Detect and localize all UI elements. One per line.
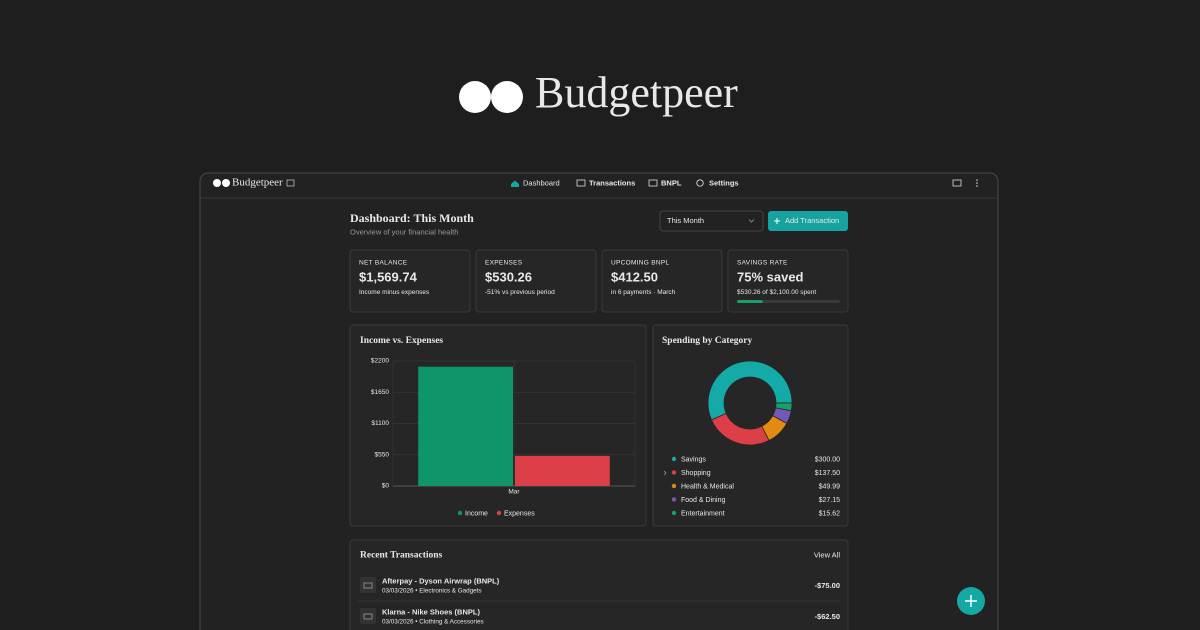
nav-icon [648, 179, 658, 187]
stat-cards: NET BALANCE $1,569.74 Income minus expense… [349, 249, 849, 313]
panel [349, 539, 849, 630]
chart-title: Income vs. Expenses [360, 336, 443, 346]
transaction-amount: -$62.50 [815, 612, 840, 621]
menu-icon[interactable] [976, 179, 978, 187]
transaction-name[interactable]: Afterpay - Dyson Airwrap (BNPL) [382, 576, 500, 585]
period-select-label: This Month [667, 216, 704, 225]
y-tick-label: $1100 [371, 420, 389, 427]
donut-segment[interactable] [707, 360, 793, 421]
home-icon [511, 180, 519, 187]
stat-value: 75% saved [737, 269, 804, 284]
stat-card [475, 249, 597, 313]
transaction-name[interactable]: Klarna - Nike Shoes (BNPL) [382, 607, 480, 616]
transaction-list: Afterpay - Dyson Airwrap (BNPL) 03/03/202… [358, 576, 840, 626]
bar [515, 455, 610, 486]
stat-note: $530.26 of $2,100.00 spent [737, 289, 816, 296]
legend-swatch [671, 456, 677, 462]
y-tick-label: $0 [382, 483, 390, 490]
bar-chart: $0 $550 $1100 $1650 $2200 Mar Income Expenses [371, 358, 636, 517]
display-icon[interactable] [952, 179, 962, 187]
chart-title: Spending by Category [662, 336, 753, 346]
transaction-meta: 03/03/2026 • Electronics & Gadgets [382, 588, 482, 595]
stat-note: -51% vs previous period [485, 289, 555, 296]
legend-swatch [671, 483, 677, 489]
legend-swatch [671, 470, 677, 475]
stat-value: $412.50 [611, 269, 658, 284]
legend-value: $137.50 [815, 470, 840, 477]
transaction-icon [360, 577, 376, 593]
nav-brand[interactable]: Budgetpeer [232, 177, 283, 189]
nav-icon [576, 179, 586, 187]
hero-brand: Budgetpeer [535, 68, 738, 117]
legend-label[interactable]: Expenses [504, 510, 535, 517]
stat-card [601, 249, 723, 313]
legend-value: $27.15 [819, 497, 841, 504]
stat-value: $1,569.74 [359, 269, 418, 284]
stat-label: SAVINGS RATE [737, 260, 788, 267]
plus-icon [774, 218, 780, 224]
x-tick-label: Mar [508, 489, 520, 496]
donut-chart: Savings $300.00 Shopping $137.50 Health & Me… [663, 360, 841, 517]
nav-item[interactable]: BNPL [661, 178, 682, 187]
stat-label: EXPENSES [485, 260, 523, 267]
legend-swatch [671, 510, 677, 516]
nav-item[interactable]: Transactions [589, 178, 635, 187]
transaction-meta: 03/03/2026 • Clothing & Accessories [382, 619, 484, 626]
transaction-icon [360, 608, 376, 624]
legend-label[interactable]: Income [465, 510, 488, 517]
nav-logo-dot [213, 179, 221, 187]
period-select[interactable] [659, 210, 764, 232]
panel [652, 324, 849, 527]
legend-value: $300.00 [815, 456, 840, 463]
view-all-link[interactable]: View All [814, 550, 840, 559]
page-subtitle: Overview of your financial health [350, 227, 458, 236]
stat-label: NET BALANCE [359, 260, 408, 267]
nav-icon [696, 179, 704, 187]
legend-value: $49.99 [819, 483, 841, 490]
progress-bar [737, 300, 763, 303]
y-tick-label: $550 [375, 451, 390, 458]
bar [418, 366, 513, 486]
card-glyph [363, 613, 373, 620]
add-button[interactable] [768, 211, 848, 231]
stat-card [349, 249, 471, 313]
y-tick-label: $1650 [371, 389, 389, 396]
stat-note: Income minus expenses [359, 289, 430, 296]
legend-label[interactable]: Health & Medical [681, 483, 734, 490]
logo-dot [459, 81, 491, 113]
nav-logo-dot [222, 179, 230, 187]
stat-card [727, 249, 849, 313]
add-button-label: Add Transaction [785, 216, 839, 225]
chevron [748, 219, 755, 223]
nav-item[interactable]: Dashboard [523, 178, 560, 187]
section-title: Recent Transactions [360, 551, 443, 561]
nav-item[interactable]: Settings [709, 178, 739, 187]
logo-dot [491, 81, 523, 113]
stat-label: UPCOMING BNPL [611, 260, 670, 267]
legend-label[interactable]: Shopping [681, 470, 711, 477]
y-tick-label: $2200 [371, 358, 389, 365]
legend-swatch [496, 510, 502, 516]
legend-label[interactable]: Entertainment [681, 510, 725, 517]
expand-arrow [663, 470, 667, 476]
stat-value: $530.26 [485, 269, 532, 284]
donut-segment[interactable] [775, 402, 793, 412]
folder-icon[interactable] [286, 179, 295, 187]
legend-label[interactable]: Food & Dining [681, 497, 725, 504]
transaction-amount: -$75.00 [815, 581, 840, 590]
card-glyph [363, 582, 373, 589]
legend-value: $15.62 [819, 510, 841, 517]
stat-note: in 6 payments · March [611, 289, 676, 296]
legend-label[interactable]: Savings [681, 456, 706, 463]
progress-track [737, 300, 840, 303]
legend-swatch [671, 497, 677, 502]
fab-plus [965, 595, 977, 607]
page-title: Dashboard: This Month [350, 211, 474, 225]
legend-swatch [457, 510, 463, 516]
